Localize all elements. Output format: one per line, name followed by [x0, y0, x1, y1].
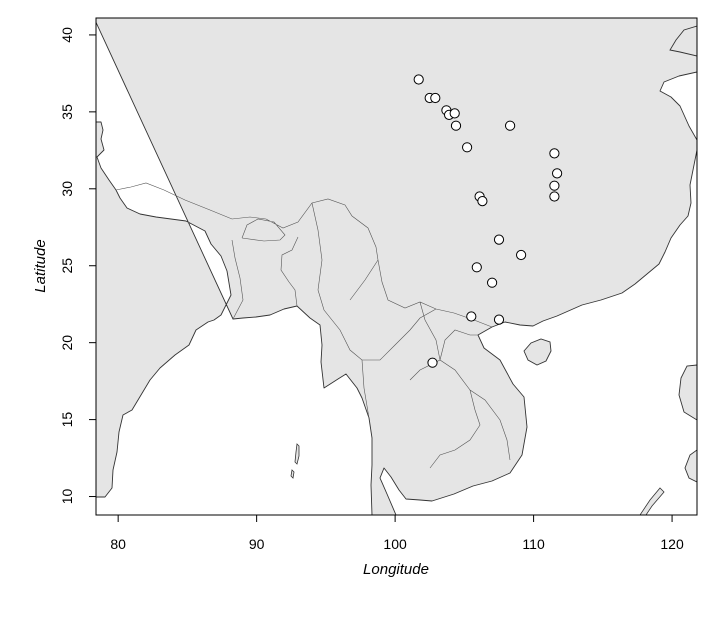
y-tick-label-25: 25 [59, 258, 75, 274]
x-tick-label-80: 80 [110, 536, 126, 552]
sample-point-9 [505, 120, 516, 131]
sample-point-16 [493, 234, 505, 245]
sample-point-12 [549, 180, 560, 191]
y-axis-title: Latitude [32, 239, 49, 292]
x-tick-label-90: 90 [249, 536, 265, 552]
y-tick-label-30: 30 [59, 181, 75, 197]
northern-philippines [684, 449, 697, 483]
sample-point-18 [471, 262, 482, 273]
y-tick-label-40: 40 [59, 27, 75, 43]
x-tick-label-110: 110 [522, 536, 545, 552]
sample-point-20 [466, 311, 477, 322]
mainland-landmass [96, 18, 697, 515]
country-borders [115, 182, 511, 469]
sample-point-13 [549, 191, 560, 202]
hainan-island [523, 338, 552, 366]
y-axis: 10 15 20 25 30 35 40 [59, 27, 96, 504]
sample-point-1 [413, 74, 424, 85]
sample-point-21 [493, 314, 505, 325]
sample-points [413, 74, 563, 368]
y-tick-label-15: 15 [59, 412, 75, 428]
sample-point-15 [477, 196, 488, 207]
korea-edge [669, 25, 697, 57]
andaman-islands [290, 443, 300, 479]
sample-point-19 [487, 277, 498, 288]
x-axis: 80 90 100 110 120 [110, 515, 684, 552]
sample-point-8 [462, 142, 473, 153]
sample-point-6 [449, 108, 460, 119]
sample-point-11 [552, 168, 563, 179]
palawan-edge [639, 487, 665, 515]
sample-point-10 [549, 148, 560, 159]
sample-point-7 [450, 120, 462, 131]
y-tick-label-20: 20 [59, 335, 75, 351]
sample-point-3 [430, 92, 441, 104]
x-tick-label-100: 100 [383, 536, 407, 552]
basemap [96, 18, 697, 515]
y-tick-label-35: 35 [59, 104, 75, 120]
plot-frame [95, 17, 698, 516]
eastern-island-edge [678, 364, 697, 421]
y-tick-label-10: 10 [59, 489, 75, 505]
sample-point-17 [516, 249, 527, 261]
x-tick-label-120: 120 [660, 536, 684, 552]
sample-point-22 [427, 357, 438, 368]
x-axis-title: Longitude [363, 561, 429, 578]
